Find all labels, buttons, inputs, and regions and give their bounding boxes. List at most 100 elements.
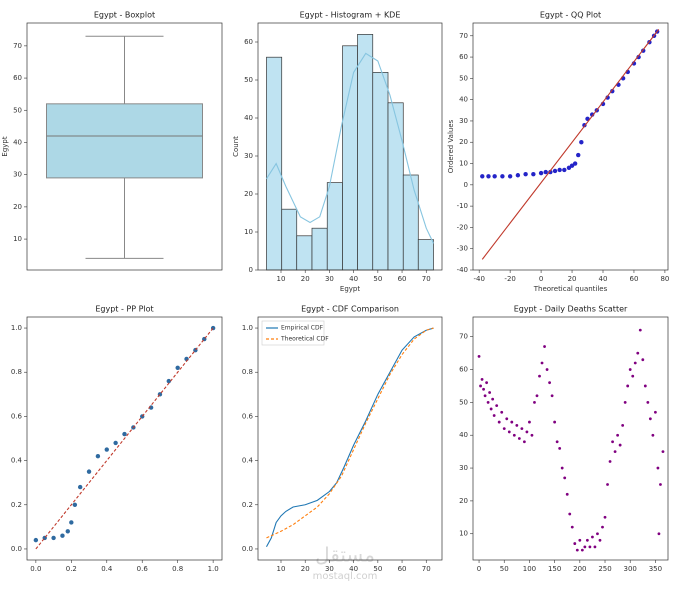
reference-line bbox=[35, 327, 214, 550]
y-tick-label: 0.2 bbox=[242, 501, 253, 509]
x-axis-label: Egypt bbox=[340, 285, 360, 293]
y-tick-label: 70 bbox=[459, 333, 468, 341]
bar bbox=[387, 102, 404, 271]
x-tick-label: 20 bbox=[301, 565, 310, 573]
cdf-line bbox=[265, 327, 434, 548]
y-tick-label: 50 bbox=[459, 398, 468, 406]
point bbox=[477, 355, 481, 358]
point bbox=[65, 529, 70, 534]
plot-area bbox=[477, 328, 665, 552]
point bbox=[558, 446, 562, 450]
point bbox=[633, 361, 637, 365]
point bbox=[572, 161, 578, 166]
point bbox=[495, 404, 499, 408]
point bbox=[492, 174, 497, 179]
point bbox=[113, 440, 118, 446]
point bbox=[656, 466, 660, 470]
watermark-latin: mostaql.com bbox=[313, 571, 378, 582]
x-tick-label: 20 bbox=[301, 275, 310, 283]
point bbox=[606, 483, 609, 486]
x-tick-label: 60 bbox=[398, 565, 407, 573]
point bbox=[576, 152, 581, 158]
point bbox=[651, 433, 655, 437]
bar bbox=[417, 239, 434, 271]
chart-title: Egypt - Histogram + KDE bbox=[300, 11, 401, 20]
point bbox=[657, 532, 661, 536]
x-tick-label: 150 bbox=[548, 565, 561, 573]
point bbox=[538, 170, 544, 176]
point bbox=[533, 400, 536, 404]
y-tick-label: 60 bbox=[244, 38, 253, 46]
x-tick-label: 0.6 bbox=[137, 565, 149, 573]
point bbox=[486, 174, 491, 179]
point bbox=[545, 368, 549, 371]
point bbox=[482, 387, 485, 391]
plot-area bbox=[46, 35, 203, 259]
point bbox=[538, 374, 541, 378]
x-tick-label: 50 bbox=[373, 275, 382, 283]
point bbox=[569, 163, 575, 168]
point bbox=[616, 433, 620, 437]
x-tick-label: -20 bbox=[504, 275, 515, 283]
point bbox=[575, 548, 579, 552]
chart-title: Egypt - PP Plot bbox=[95, 305, 153, 314]
y-tick-label: 10 bbox=[244, 228, 253, 236]
kde-line bbox=[266, 52, 435, 244]
x-tick-label: 0 bbox=[477, 565, 481, 573]
y-tick-label: 0 bbox=[249, 266, 253, 274]
point bbox=[643, 384, 647, 388]
y-tick-label: 40 bbox=[459, 96, 468, 104]
point bbox=[659, 483, 662, 486]
y-tick-label: 60 bbox=[13, 74, 22, 82]
x-tick-label: 70 bbox=[422, 275, 431, 283]
point bbox=[628, 368, 632, 371]
point bbox=[646, 400, 650, 404]
point bbox=[593, 545, 597, 549]
x-tick-label: 60 bbox=[629, 275, 638, 283]
y-tick-label: 50 bbox=[459, 74, 468, 82]
point bbox=[570, 525, 574, 529]
y-tick-label: 20 bbox=[459, 138, 468, 146]
axes-frame bbox=[472, 316, 669, 561]
bar bbox=[342, 45, 358, 271]
bar bbox=[372, 72, 389, 271]
x-tick-label: 80 bbox=[660, 275, 669, 283]
x-tick-label: 0 bbox=[539, 275, 543, 283]
point bbox=[557, 167, 562, 173]
point bbox=[530, 433, 534, 437]
y-tick-label: -10 bbox=[457, 202, 468, 210]
y-tick-label: 0.4 bbox=[11, 457, 23, 465]
point bbox=[77, 484, 83, 490]
y-tick-label: 1.0 bbox=[242, 324, 253, 332]
point bbox=[507, 174, 513, 179]
x-tick-label: 0.0 bbox=[30, 565, 41, 573]
point bbox=[485, 381, 489, 385]
point bbox=[568, 512, 572, 516]
point bbox=[591, 535, 594, 539]
x-tick-label: 10 bbox=[277, 275, 286, 283]
y-tick-label: 0.8 bbox=[242, 368, 253, 376]
point bbox=[72, 502, 78, 507]
x-tick-label: 300 bbox=[624, 565, 637, 573]
point bbox=[104, 447, 109, 452]
point bbox=[488, 391, 492, 394]
x-tick-label: 200 bbox=[573, 565, 586, 573]
box bbox=[46, 103, 203, 179]
point bbox=[562, 167, 567, 173]
reference-line bbox=[481, 29, 660, 260]
y-tick-label: 0.0 bbox=[11, 545, 22, 553]
x-tick-label: 50 bbox=[373, 565, 382, 573]
y-tick-label: 50 bbox=[244, 76, 253, 84]
point bbox=[480, 377, 484, 381]
point bbox=[502, 427, 506, 431]
point bbox=[540, 361, 544, 365]
point bbox=[523, 171, 528, 177]
point bbox=[492, 414, 496, 417]
point bbox=[69, 520, 74, 525]
y-tick-label: 0.2 bbox=[11, 501, 22, 509]
point bbox=[486, 400, 490, 404]
plot-area bbox=[265, 327, 434, 548]
y-tick-label: 10 bbox=[459, 530, 468, 538]
point bbox=[596, 532, 599, 536]
point bbox=[60, 533, 65, 538]
